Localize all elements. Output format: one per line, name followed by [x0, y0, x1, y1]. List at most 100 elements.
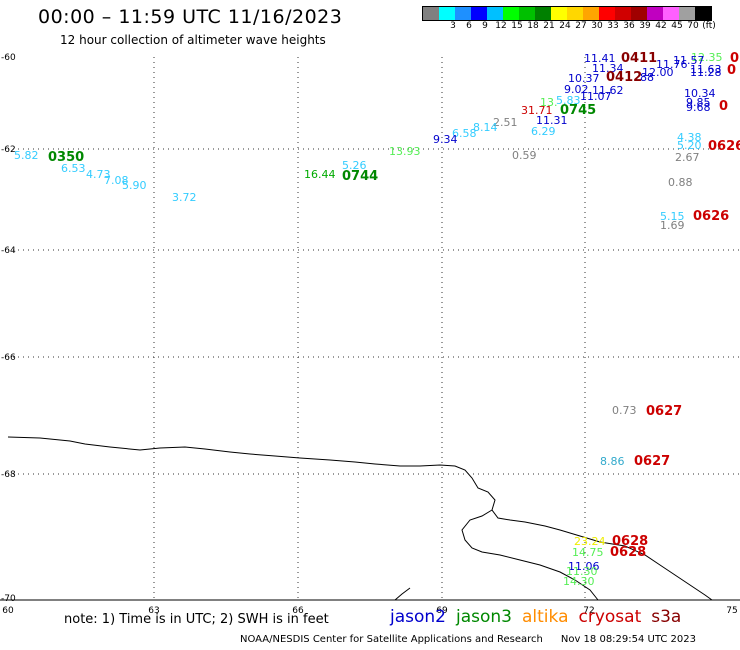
colorbar-swatch: [695, 7, 711, 20]
pass-time-label: 0744: [342, 169, 378, 184]
latitude-label: -60: [1, 53, 16, 63]
latitude-label: -64: [1, 246, 16, 256]
wave-height-value: 13.93: [389, 145, 421, 158]
wave-height-value: 6.53: [61, 162, 86, 175]
wave-height-value: 1.69: [660, 219, 685, 232]
colorbar-swatch: [423, 7, 439, 20]
colorbar-label: 30: [591, 21, 603, 31]
wave-height-value: 10.37: [568, 72, 600, 85]
colorbar-label: 6: [466, 21, 472, 31]
pass-time-label: 0411: [621, 51, 657, 66]
pass-time-label: 0745: [560, 103, 596, 118]
latitude-label: -62: [1, 145, 16, 155]
colorbar-label: 45: [671, 21, 683, 31]
colorbar-swatch: [471, 7, 487, 20]
wave-height-value: 4.73: [86, 168, 111, 181]
axis-labels: -60 -62 -64 -66 -68 -70 60 63 66 69 72 75: [1, 53, 738, 616]
colorbar-swatch: [567, 7, 583, 20]
pass-time-label: 0: [730, 51, 739, 66]
coastline-main: [7, 436, 713, 601]
latitude-label: -68: [1, 470, 16, 480]
wave-height-value: 11.57: [673, 54, 705, 67]
colorbar-swatch: [455, 7, 471, 20]
latitude-label: -70: [1, 594, 16, 604]
pass-time-label: 0628: [612, 534, 648, 549]
wave-height-value: 0.73: [612, 404, 637, 417]
footer-note: note: 1) Time is in UTC; 2) SWH is in fe…: [64, 612, 329, 627]
pass-time-label: 0350: [48, 150, 84, 165]
wave-height-value: 5.82: [14, 149, 39, 162]
colorbar-swatch: [439, 7, 455, 20]
wave-height-value: 8.14: [473, 121, 498, 134]
longitude-label: 63: [148, 606, 159, 616]
wave-height-value: 10.34: [684, 87, 716, 100]
wave-height-value: 11.62: [592, 84, 624, 97]
credit-timestamp: Nov 18 08:29:54 UTC 2023: [560, 634, 697, 645]
wave-height-value: 4.38: [677, 131, 702, 144]
longitude-label: 60: [2, 606, 14, 616]
wave-height-value: 0.59: [512, 149, 537, 162]
longitude-label: 69: [436, 606, 448, 616]
colorbar-label: 39: [639, 21, 651, 31]
colorbar-label: 12: [495, 21, 507, 31]
colorbar-label: (ft): [702, 21, 716, 31]
colorbar-label: 36: [623, 21, 635, 31]
wave-height-value: 11.63: [690, 63, 722, 76]
coastline-inlet: [461, 509, 599, 601]
pass-time-label: 0: [719, 99, 728, 114]
wave-height-value: 7.08: [104, 174, 129, 187]
page-title: 00:00 – 11:59 UTC 11/16/2023: [38, 6, 343, 28]
wave-height-value: 16.44: [304, 168, 336, 181]
wave-height-value: 5.26: [342, 159, 367, 172]
wave-height-value: 5.90: [122, 179, 147, 192]
wave-height-value: 11.34: [592, 62, 624, 75]
legend-cryosat: cryosat: [578, 607, 642, 627]
pass-time-label: 0412: [606, 70, 642, 85]
wave-height-value: 23.24: [574, 535, 606, 548]
wave-height-value: 11.30: [566, 565, 598, 578]
mission-legend: jason2 jason3 altika cryosat s3a: [390, 607, 691, 627]
wave-height-value: 0.88: [668, 176, 693, 189]
colorbar-label: 9: [482, 21, 488, 31]
wave-height-value: 3.72: [172, 191, 197, 204]
pass-time-label: 0626: [708, 139, 740, 154]
colorbar-label: 24: [559, 21, 571, 31]
colorbar-swatch: [583, 7, 599, 20]
colorbar-label: 18: [527, 21, 539, 31]
colorbar-swatch: [663, 7, 679, 20]
pass-time-label: 0626: [693, 209, 729, 224]
wave-height-value: 9.68: [686, 101, 711, 114]
pass-time-label: 0627: [646, 404, 682, 419]
wave-height-value: 13.: [540, 96, 558, 109]
wave-height-value: 31.71: [521, 104, 553, 117]
colorbar-swatch: [679, 7, 695, 20]
wave-height-value: 9.02: [564, 83, 589, 96]
pass-time-label: 0627: [634, 454, 670, 469]
wave-height-value: 5.15: [660, 210, 685, 223]
colorbar-swatch: [615, 7, 631, 20]
colorbar-label: 27: [575, 21, 587, 31]
wave-height-value: 11.76: [656, 58, 688, 71]
colorbar-swatch: [535, 7, 551, 20]
wave-height-value: 11.06: [568, 560, 600, 573]
colorbar-swatch: [487, 7, 503, 20]
wave-height-value: 2.51: [493, 116, 518, 129]
coastline-fragment: [394, 587, 411, 601]
legend-jason3: jason3: [456, 607, 512, 627]
wave-height-value: 5.83: [556, 94, 581, 107]
legend-s3a: s3a: [651, 607, 682, 627]
legend-altika: altika: [522, 607, 569, 627]
colorbar-swatch: [631, 7, 647, 20]
longitude-label: 72: [583, 606, 594, 616]
wave-height-value: 8.86: [600, 455, 625, 468]
credit-line: NOAA/NESDIS Center for Satellite Applica…: [240, 634, 696, 645]
colorbar-swatch: [519, 7, 535, 20]
longitude-label: 66: [292, 606, 304, 616]
legend-jason2: jason2: [390, 607, 446, 627]
wave-height-value: 9.34: [433, 133, 458, 146]
wave-height-value: 14.30: [563, 575, 595, 588]
wave-height-colorbar: [422, 6, 712, 21]
colorbar-label: 70: [687, 21, 699, 31]
